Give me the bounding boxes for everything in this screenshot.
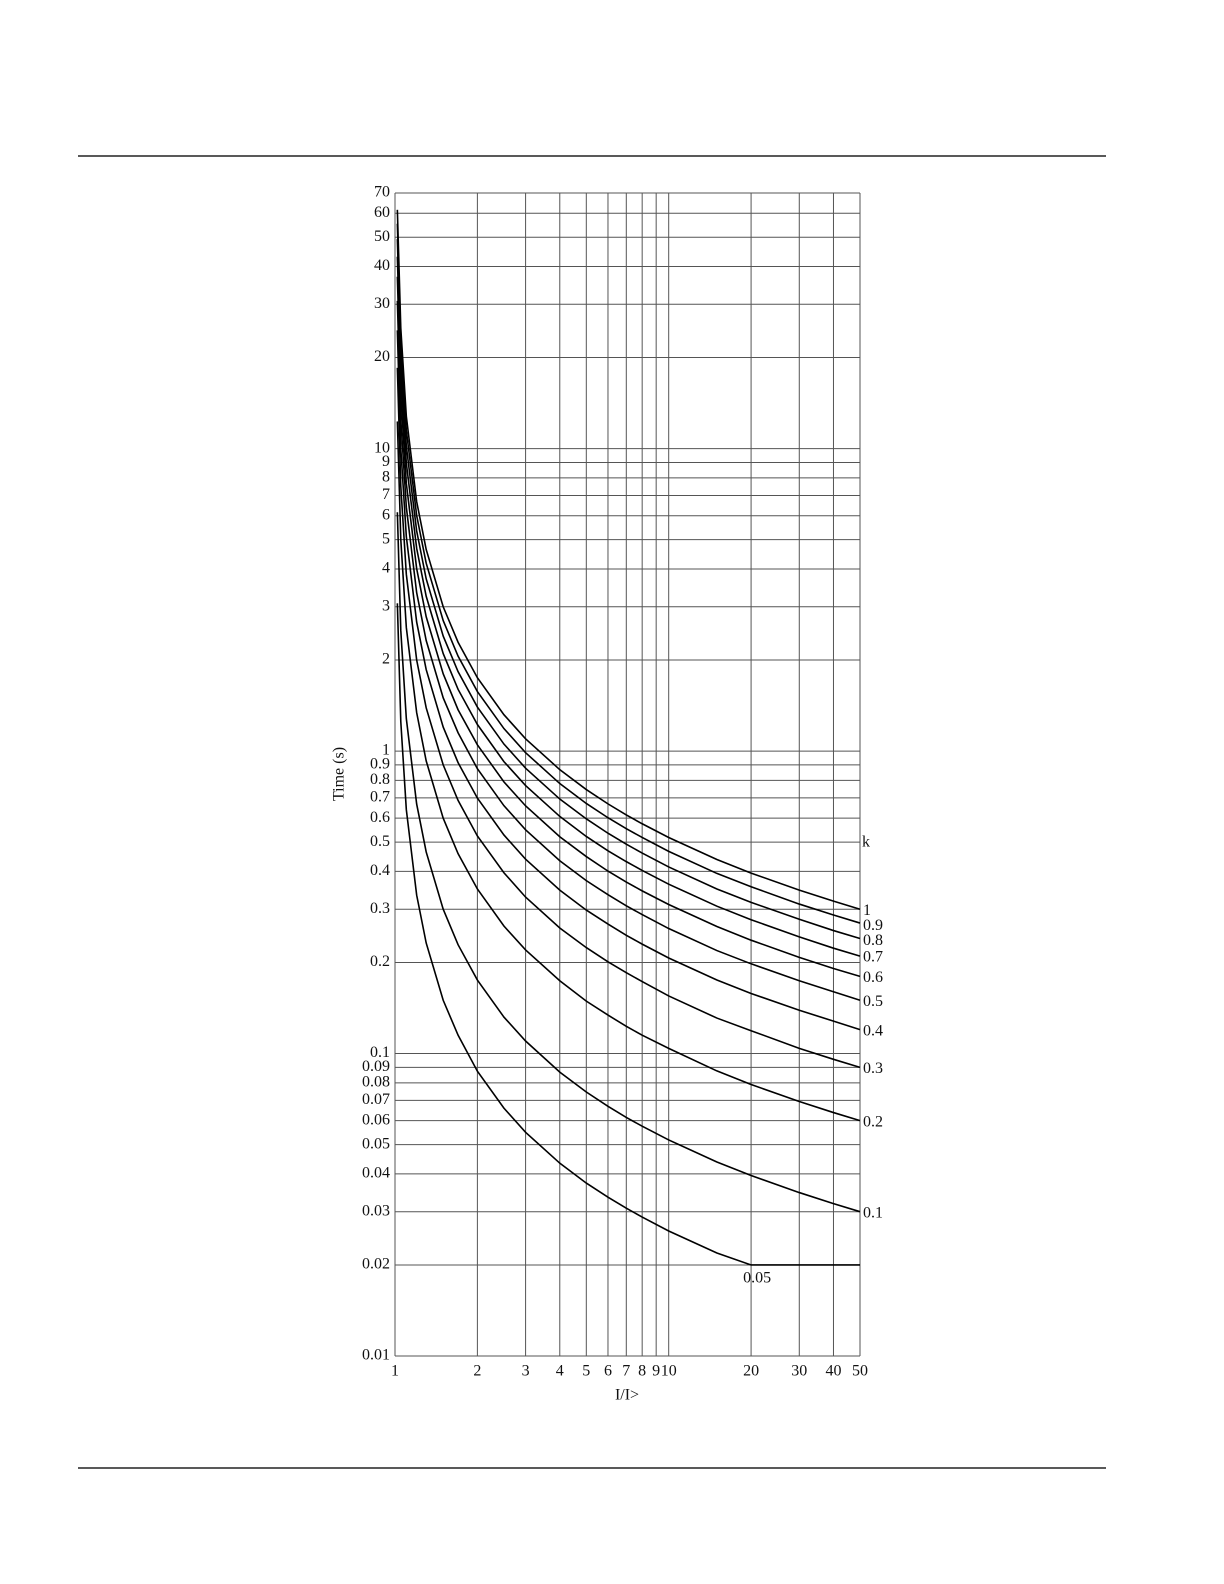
y-tick-label: 0.3 <box>370 900 390 917</box>
x-tick-label: 4 <box>556 1363 564 1380</box>
y-tick-label: 0.6 <box>370 809 390 826</box>
y-tick-label: 0.1 <box>370 1044 390 1061</box>
y-tick-label: 0.05 <box>362 1135 390 1152</box>
x-tick-label: 1 <box>391 1363 399 1380</box>
curve <box>396 239 861 940</box>
y-tick-label: 60 <box>374 204 390 221</box>
x-tick-label: 10 <box>661 1363 677 1380</box>
y-tick-label: 0.03 <box>362 1202 390 1219</box>
curve <box>396 512 861 1213</box>
y-tick-label: 0.09 <box>362 1058 390 1075</box>
y-tick-label: 0.9 <box>370 756 390 773</box>
x-tick-label: 7 <box>622 1363 630 1380</box>
x-tick-label: 40 <box>825 1363 841 1380</box>
x-axis-label: I/I> <box>615 1387 639 1404</box>
x-tick-label: 5 <box>582 1363 590 1380</box>
curve <box>396 276 861 978</box>
series-label: 0.1 <box>863 1204 883 1221</box>
curve <box>396 300 861 1002</box>
series-label: 0.8 <box>863 932 883 949</box>
y-tick-label: 0.8 <box>370 771 390 788</box>
x-tick-label: 50 <box>852 1363 868 1380</box>
series-label: 0.7 <box>863 949 883 966</box>
series-label: 0.6 <box>863 969 883 986</box>
y-tick-label: 5 <box>382 530 390 547</box>
y-tick-label: 0.07 <box>362 1091 390 1108</box>
y-tick-label: 70 <box>374 184 390 201</box>
y-tick-label: 10 <box>374 439 390 456</box>
series-label: 0.2 <box>863 1113 883 1130</box>
curve <box>396 330 861 1031</box>
y-tick-label: 9 <box>382 453 390 470</box>
y-tick-label: 0.7 <box>370 789 390 806</box>
y-tick-label: 1 <box>382 742 390 759</box>
series-label: 0.4 <box>863 1022 883 1039</box>
y-tick-label: 2 <box>382 651 390 668</box>
y-tick-label: 20 <box>374 348 390 365</box>
y-tick-label: 50 <box>374 228 390 245</box>
y-axis-label: Time (s) <box>331 747 348 801</box>
curve <box>396 223 861 924</box>
series-label: 0.9 <box>863 917 883 934</box>
x-tick-label: 6 <box>604 1363 612 1380</box>
series-label: 1 <box>863 902 871 919</box>
x-tick-label: 2 <box>473 1363 481 1380</box>
y-tick-label: 3 <box>382 597 390 614</box>
y-tick-label: 0.04 <box>362 1165 390 1182</box>
curve <box>396 209 861 910</box>
y-tick-label: 0.08 <box>362 1074 390 1091</box>
y-tick-label: 0.01 <box>362 1347 390 1364</box>
curve <box>396 367 861 1069</box>
y-tick-label: 0.5 <box>370 833 390 850</box>
y-tick-label: 0.4 <box>370 862 390 879</box>
curve <box>396 256 861 957</box>
curve <box>396 421 861 1122</box>
legend-title: k <box>862 834 870 851</box>
y-tick-label: 6 <box>382 506 390 523</box>
series-label: 0.3 <box>863 1060 883 1077</box>
y-tick-label: 0.2 <box>370 953 390 970</box>
x-tick-label: 3 <box>522 1363 530 1380</box>
y-tick-label: 40 <box>374 257 390 274</box>
x-tick-label: 20 <box>743 1363 759 1380</box>
y-tick-label: 4 <box>382 560 390 577</box>
y-tick-label: 0.06 <box>362 1111 390 1128</box>
y-tick-label: 30 <box>374 295 390 312</box>
series-label: 0.05 <box>743 1270 771 1287</box>
y-tick-label: 0.02 <box>362 1256 390 1273</box>
x-tick-label: 9 <box>652 1363 660 1380</box>
x-tick-label: 30 <box>791 1363 807 1380</box>
curve <box>396 603 860 1266</box>
x-tick-label: 8 <box>638 1363 646 1380</box>
y-tick-label: 8 <box>382 469 390 486</box>
series-label: 0.5 <box>863 993 883 1010</box>
y-tick-label: 7 <box>382 486 390 503</box>
